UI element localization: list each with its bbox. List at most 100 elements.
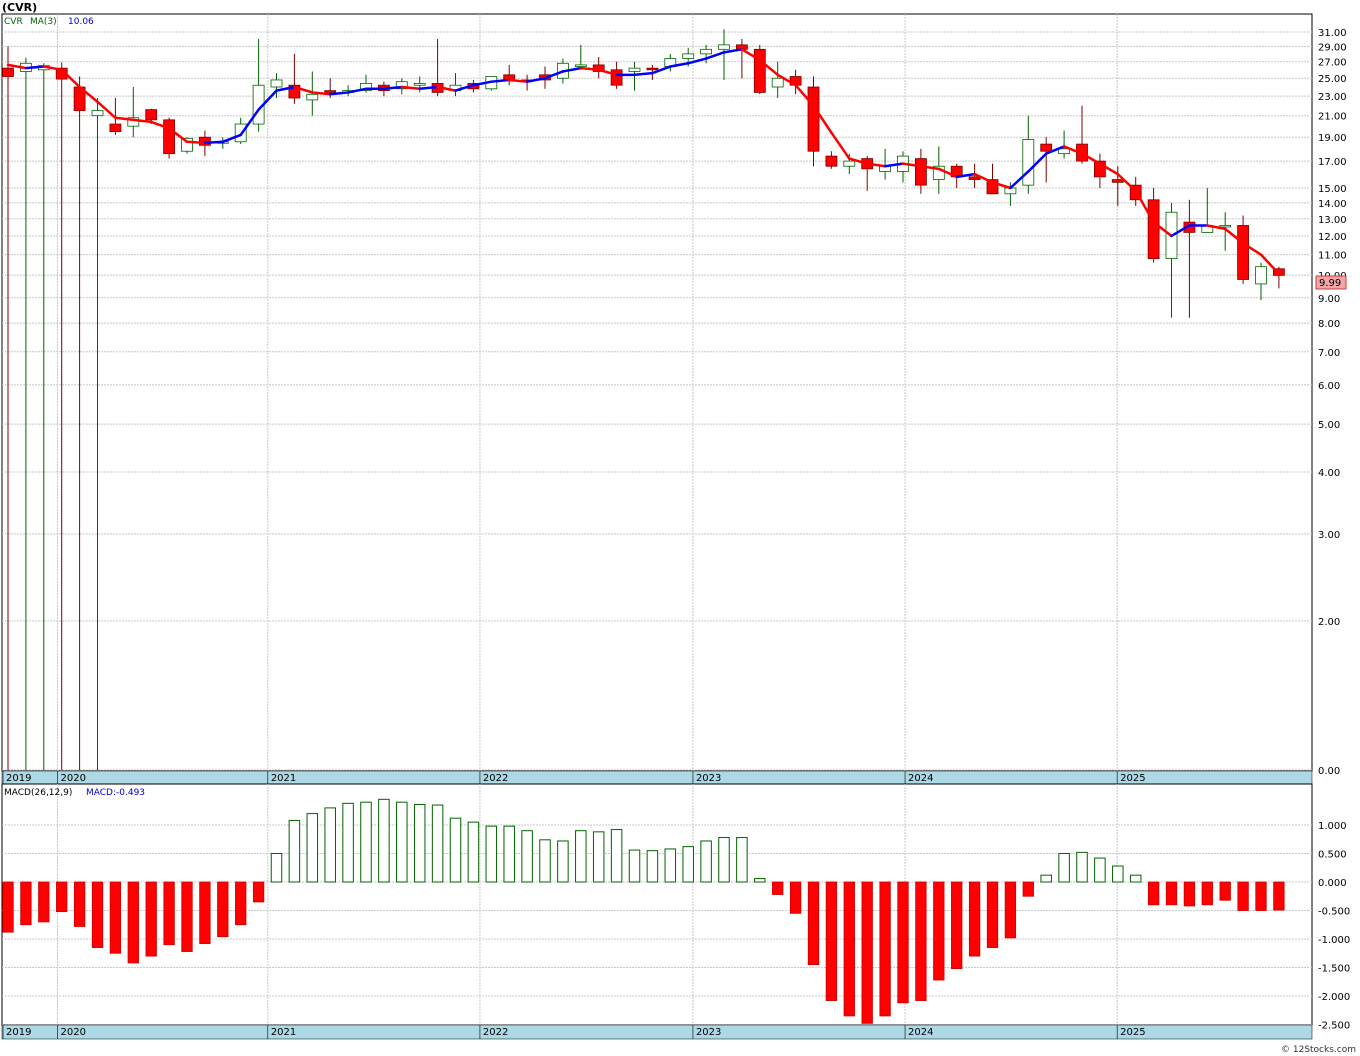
candle-body: [198, 136, 211, 146]
candle-body: [306, 93, 319, 101]
price-grid: [2, 31, 1312, 771]
candle-body: [986, 179, 999, 195]
ma-segment: [669, 62, 690, 68]
candle-body: [1040, 143, 1053, 152]
candle-body: [1111, 179, 1124, 183]
ma-segment: [955, 172, 976, 179]
macd-bar: [897, 881, 909, 1004]
last-price-badge: [1315, 275, 1347, 290]
candle-body: [718, 44, 730, 50]
macd-year-label: 2022: [483, 1027, 508, 1038]
candle-body: [1147, 199, 1160, 259]
ma-segment: [812, 104, 833, 134]
macd-bar: [56, 881, 68, 913]
ma-segment: [1009, 170, 1030, 190]
macd-year-label: 2024: [908, 1027, 933, 1038]
candle-body: [270, 79, 283, 88]
legend-ma-value: 10.06: [68, 17, 94, 27]
ma-segment: [686, 57, 708, 65]
macd-tick-label: -0.500: [1318, 907, 1350, 918]
macd-year-label: 2025: [1120, 1027, 1145, 1038]
macd-bar: [503, 825, 515, 883]
macd-tick-label: -1.000: [1318, 935, 1350, 946]
ma-segment: [96, 100, 117, 120]
macd-y-axis: 1.000 0.500 0.000 -0.500 -1.000 -1.500 -2.000 -…: [1318, 821, 1350, 1032]
macd-bar: [879, 881, 891, 1017]
price-tick-label: 6.00: [1318, 381, 1340, 392]
price-vertical-grid: [56, 14, 1118, 771]
macd-bar: [431, 804, 444, 883]
ma-segment: [507, 78, 529, 83]
price-tick-label: 2.00: [1318, 617, 1340, 628]
price-year-label: 2023: [696, 773, 721, 784]
chart-title: (CVR): [2, 1, 37, 14]
price-year-labels: 2019 2020 2021 2022 2023 2024 2025: [2, 771, 1146, 784]
ma-segment: [776, 73, 797, 87]
ma-segment: [418, 85, 439, 91]
price-tick-label: 13.00: [1318, 215, 1347, 226]
macd-panel-frame: [1, 783, 1313, 1026]
price-year-label: 2024: [908, 773, 933, 784]
ma-segment: [203, 140, 225, 145]
macd-bar: [1129, 874, 1142, 883]
macd-bar: [306, 813, 319, 883]
macd-bar: [235, 881, 247, 926]
candle-body: [163, 119, 176, 155]
ma-segment: [221, 133, 242, 144]
macd-bar: [145, 881, 157, 957]
ma-segment: [78, 85, 99, 104]
macd-bar: [73, 881, 86, 927]
macd-date-band: [1, 1024, 1313, 1040]
price-tick-label: 7.00: [1318, 348, 1340, 359]
ma-segment: [901, 162, 923, 168]
macd-bar: [646, 850, 659, 883]
price-tick-label: 14.00: [1318, 199, 1347, 210]
macd-bar: [360, 801, 372, 883]
ma-segment: [60, 68, 81, 89]
macd-bar: [163, 881, 175, 946]
ma-segment: [722, 48, 744, 54]
macd-bar: [396, 801, 408, 883]
macd-bar: [342, 802, 354, 883]
ma-segment: [883, 162, 905, 168]
macd-bar: [199, 881, 211, 944]
candle-body: [181, 137, 193, 152]
macd-bar: [38, 881, 50, 923]
ma-segment: [579, 66, 600, 72]
price-tick-label: 17.00: [1318, 157, 1347, 168]
ma-segment: [1062, 145, 1084, 155]
price-tick-label: 31.00: [1318, 28, 1347, 39]
legend-ma-label: MA(3): [30, 17, 57, 27]
macd-year-label: 2019: [6, 1027, 31, 1038]
price-year-label: 2020: [60, 773, 85, 784]
macd-bar: [807, 881, 820, 966]
ma-segment: [919, 164, 941, 171]
candle-body: [109, 123, 122, 133]
macd-bar: [1183, 881, 1196, 907]
candle-body: [91, 110, 104, 117]
price-tick-label: 8.00: [1318, 319, 1340, 330]
candle-body: [628, 67, 641, 72]
ma-segment: [1080, 152, 1102, 165]
ma-segment: [293, 85, 314, 94]
ma-segment: [865, 162, 887, 168]
legend-symbol: CVR: [4, 17, 23, 27]
ma-segment: [1027, 152, 1048, 173]
macd-tick-label: -2.000: [1318, 992, 1350, 1003]
candle-body: [145, 109, 158, 121]
macd-bar: [1201, 881, 1213, 906]
macd-tick-label: 1.000: [1318, 821, 1347, 832]
macd-bar: [718, 837, 730, 883]
macd-bar: [1273, 881, 1285, 911]
macd-bar: [127, 881, 139, 964]
price-tick-label: 12.00: [1318, 232, 1347, 243]
price-tick-label: 0.00: [1318, 766, 1340, 777]
ma-segment: [311, 91, 332, 96]
candle-body: [1094, 160, 1106, 178]
macd-bar: [20, 881, 32, 926]
candle-body: [682, 53, 695, 59]
macd-bar: [915, 881, 927, 1001]
ma-segment: [346, 87, 368, 94]
candle-body: [915, 158, 927, 186]
